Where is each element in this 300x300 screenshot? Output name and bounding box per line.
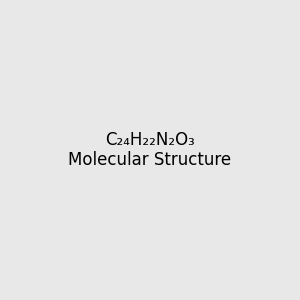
Text: C₂₄H₂₂N₂O₃
Molecular Structure: C₂₄H₂₂N₂O₃ Molecular Structure bbox=[68, 130, 232, 170]
